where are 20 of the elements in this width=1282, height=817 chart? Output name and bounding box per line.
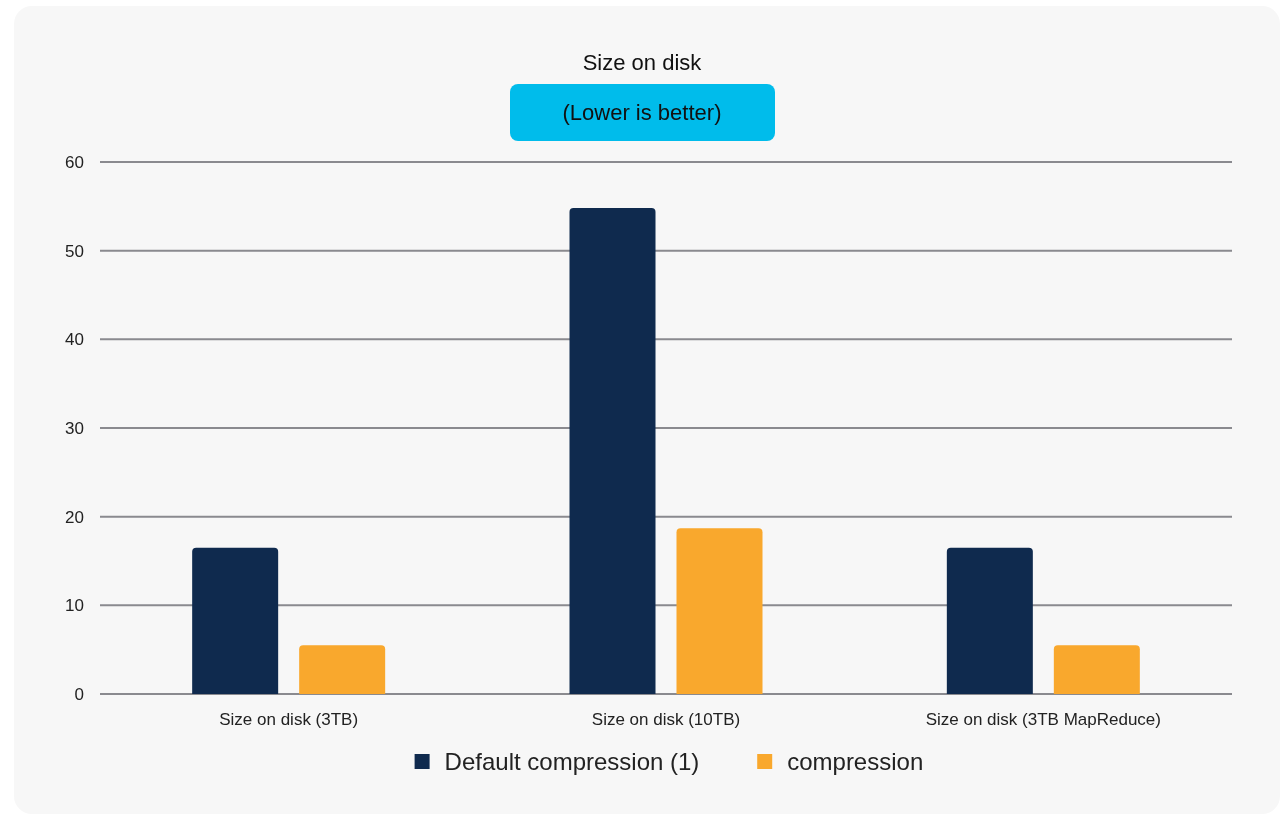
- x-tick-label: Size on disk (3TB MapReduce): [925, 710, 1161, 729]
- bar: [946, 547, 1033, 694]
- y-tick-label: 10: [65, 596, 84, 616]
- y-tick-label: 50: [65, 241, 84, 261]
- y-tick-label: 20: [65, 507, 84, 527]
- bar: [676, 528, 763, 694]
- y-tick-label: 60: [65, 152, 84, 172]
- y-tick-label: 30: [65, 418, 84, 438]
- legend-label: compression: [787, 748, 924, 775]
- bar: [192, 547, 279, 694]
- chart-subtitle: (Lower is better): [562, 100, 722, 125]
- chart-title: Size on disk: [582, 50, 703, 75]
- y-tick-label: 40: [65, 330, 84, 350]
- bar: [299, 645, 386, 694]
- legend-label: Default compression (1): [444, 748, 700, 775]
- y-tick-label: 0: [74, 684, 84, 704]
- bar: [1053, 645, 1140, 694]
- x-tick-label: Size on disk (3TB): [219, 710, 359, 729]
- x-tick-label: Size on disk (10TB): [591, 710, 741, 729]
- bar: [569, 208, 656, 694]
